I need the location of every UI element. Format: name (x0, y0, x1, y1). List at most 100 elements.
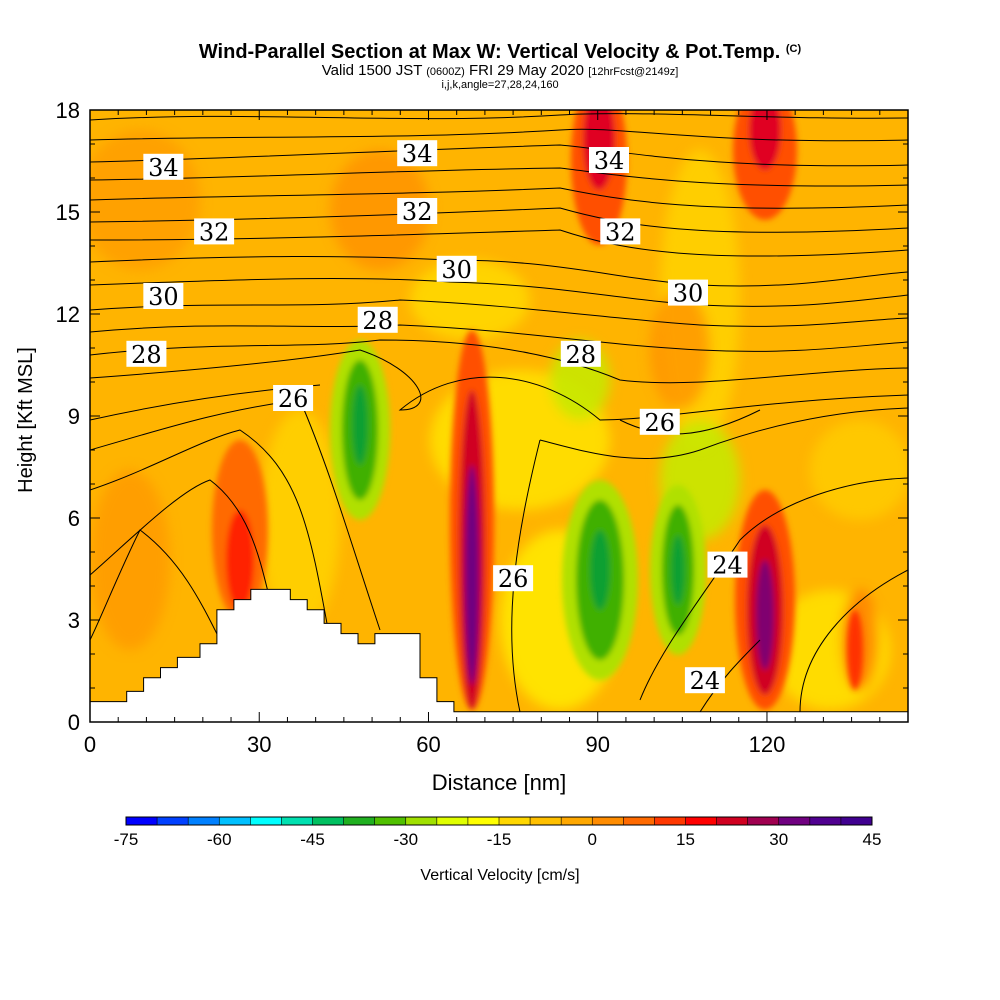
colorbar-swatch (374, 817, 407, 825)
colorbar-swatch (436, 817, 469, 825)
contour-label-box (397, 140, 438, 167)
y-tick-label: 3 (68, 608, 80, 633)
contour-label-text: 28 (362, 307, 393, 335)
contour-label: 24 (684, 667, 725, 695)
velocity-field (90, 110, 908, 722)
x-axis-label: Distance [nm] (432, 770, 567, 795)
contour-label-box (143, 283, 184, 309)
contour-label: 26 (639, 408, 680, 437)
colorbar-swatch (840, 817, 873, 825)
colorbar-swatch (654, 817, 686, 825)
contour-label-box (684, 667, 725, 694)
contour-label-text: 32 (402, 198, 433, 226)
colorbar-tick-label: -60 (207, 830, 232, 849)
contour-label-text: 24 (712, 552, 743, 580)
colorbar-swatch (467, 817, 500, 825)
contour-label: 24 (707, 551, 748, 580)
colorbar-swatch (561, 817, 593, 825)
contour-label: 30 (143, 283, 184, 311)
contour-label-box (667, 279, 708, 306)
contour-label-box (273, 385, 314, 411)
contour-label-box (600, 218, 641, 245)
contour-label-box (493, 565, 534, 592)
contour-label: 30 (436, 256, 477, 284)
contour-label-text: 34 (594, 147, 625, 175)
colorbar-label: Vertical Velocity [cm/s] (420, 867, 579, 884)
y-tick-label: 18 (56, 98, 80, 123)
contour-label: 34 (589, 147, 630, 175)
contour-label: 28 (126, 340, 167, 369)
colorbar-tick-label: 0 (588, 830, 597, 849)
contour-label-text: 30 (673, 280, 704, 308)
contour-label-box (589, 147, 630, 173)
chart-title-block: Wind-Parallel Section at Max W: Vertical… (0, 38, 1000, 91)
contour-label: 28 (560, 340, 601, 369)
chart-title-tag: (C) (785, 43, 802, 55)
y-tick-label: 6 (68, 506, 80, 531)
contour-label-text: 26 (645, 409, 676, 437)
colorbar-tick-label: -15 (487, 830, 512, 849)
contour-label-box (639, 408, 680, 435)
contour-label-box (194, 218, 235, 245)
chart-title: Wind-Parallel Section at Max W: Vertical… (0, 38, 1000, 63)
contour-label-text: 30 (148, 283, 179, 311)
colorbar-swatch (219, 817, 251, 825)
y-tick-label: 9 (68, 404, 80, 429)
colorbar-tick-label: 15 (676, 830, 695, 849)
contour-label-text: 26 (278, 385, 309, 413)
colorbar-tick-label: 45 (863, 830, 882, 849)
contour-label-text: 34 (148, 154, 179, 182)
contour-label-box (560, 340, 601, 367)
contour-label-text: 28 (131, 341, 162, 369)
x-axis: 0 30 60 90 120 (84, 110, 909, 757)
contour-label-text: 32 (199, 218, 230, 246)
colorbar-swatch (530, 817, 562, 825)
contour-label: 28 (357, 306, 398, 335)
contour-label-box (707, 551, 748, 578)
colorbar-tick-label: -45 (300, 830, 325, 849)
contour-label: 32 (397, 198, 438, 226)
y-axis-label: Height [Kft MSL] (15, 347, 37, 493)
colorbar-swatch (405, 817, 438, 825)
subtitle-date: FRI 29 May 2020 (468, 62, 585, 79)
subtitle-valid: Valid 1500 JST (321, 62, 423, 79)
colorbar-swatch (343, 817, 375, 825)
y-axis: 0 3 6 9 12 15 18 (56, 98, 908, 735)
colorbar-swatch (157, 817, 189, 825)
colorbar-swatch (188, 817, 220, 825)
colorbar (125, 816, 873, 826)
colorbar-swatch (592, 817, 624, 825)
contour-labels: 34 34 34 32 32 32 30 30 30 28 28 28 26 26 26 24 24 (126, 140, 748, 695)
contour-label: 34 (143, 153, 184, 182)
subtitle-params: i,j,k,angle=27,28,24,160 (441, 79, 559, 91)
contour-label: 30 (667, 279, 708, 308)
contour-label-text: 26 (498, 565, 529, 593)
colorbar-swatch (499, 817, 531, 825)
contour-label-box (357, 306, 398, 333)
colorbar-swatch (685, 817, 717, 825)
colorbar-swatch (747, 817, 780, 825)
x-tick-label: 60 (416, 732, 440, 757)
colorbar-ticks: -75 -60 -45 -30 -15 0 15 30 45 (114, 830, 882, 849)
y-tick-label: 12 (56, 302, 80, 327)
contour-label-text: 32 (605, 218, 636, 246)
contour-label-box (143, 153, 184, 180)
colorbar-tick-label: -75 (114, 830, 139, 849)
colorbar-swatch (281, 817, 313, 825)
x-tick-label: 120 (749, 732, 786, 757)
contour-label-box (126, 340, 167, 367)
colorbar-swatch (623, 817, 655, 825)
contour-label-text: 28 (566, 341, 597, 369)
contour-label-text: 24 (690, 667, 721, 695)
terrain-mask (90, 588, 908, 722)
x-tick-label: 90 (585, 732, 609, 757)
contour-label: 26 (273, 385, 314, 413)
x-tick-label: 0 (84, 732, 96, 757)
colorbar-swatch (312, 817, 344, 825)
y-tick-label: 15 (56, 200, 80, 225)
y-tick-label: 0 (68, 710, 80, 735)
contour-label: 34 (397, 140, 438, 168)
colorbar-tick-label: 30 (769, 830, 788, 849)
colorbar-swatch (250, 817, 282, 825)
